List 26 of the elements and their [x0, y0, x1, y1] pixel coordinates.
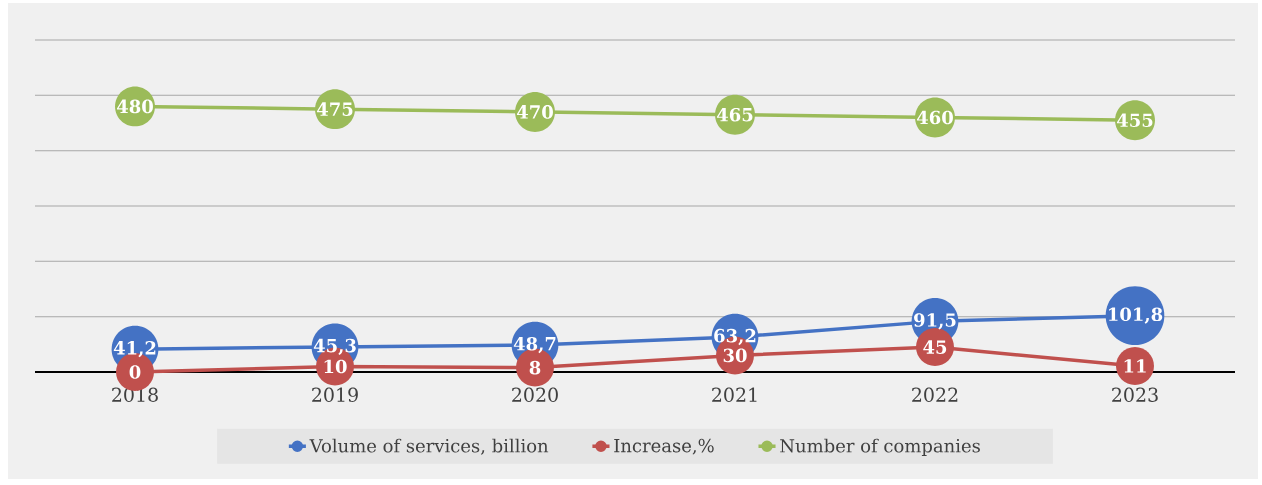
data-label: 63,2: [714, 328, 756, 346]
data-label: 91,5: [914, 313, 956, 330]
data-label: 8: [529, 360, 541, 375]
data-label: 45: [923, 340, 947, 354]
data-label: 41,2: [113, 341, 156, 358]
x-tick-label: 2022: [912, 387, 958, 402]
data-label: 480: [116, 99, 153, 114]
data-label: 30: [723, 348, 747, 363]
x-tick-label: 2019: [312, 387, 358, 402]
data-label: 45,3: [313, 338, 356, 356]
legend-label: Number of companies: [780, 438, 980, 457]
data-label: 0: [129, 365, 141, 379]
data-label: 455: [1116, 113, 1153, 128]
legend-label: Increase,%: [614, 438, 714, 455]
x-tick-label: 2021: [712, 387, 757, 402]
x-tick-label: 2020: [512, 387, 558, 402]
x-tick-label: 2023: [1112, 387, 1158, 402]
data-label: 11: [1124, 359, 1146, 373]
data-label: 470: [516, 105, 553, 119]
data-label: 465: [716, 107, 753, 122]
data-label: 48,7: [513, 336, 556, 354]
data-label: 475: [316, 102, 353, 116]
data-label: 460: [916, 110, 953, 125]
legend-label: Volume of services, billion: [309, 438, 549, 455]
data-label: 101,8: [1109, 307, 1163, 324]
data-label: 10: [324, 359, 347, 374]
